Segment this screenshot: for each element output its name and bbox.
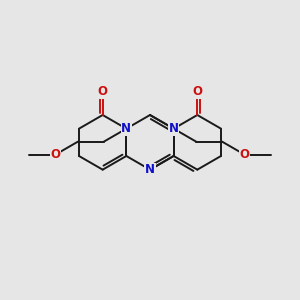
Text: O: O <box>98 85 108 98</box>
Text: N: N <box>169 122 179 135</box>
Text: N: N <box>145 163 155 176</box>
Text: N: N <box>121 122 131 135</box>
Text: O: O <box>192 85 202 98</box>
Text: O: O <box>50 148 60 161</box>
Text: O: O <box>240 148 250 161</box>
